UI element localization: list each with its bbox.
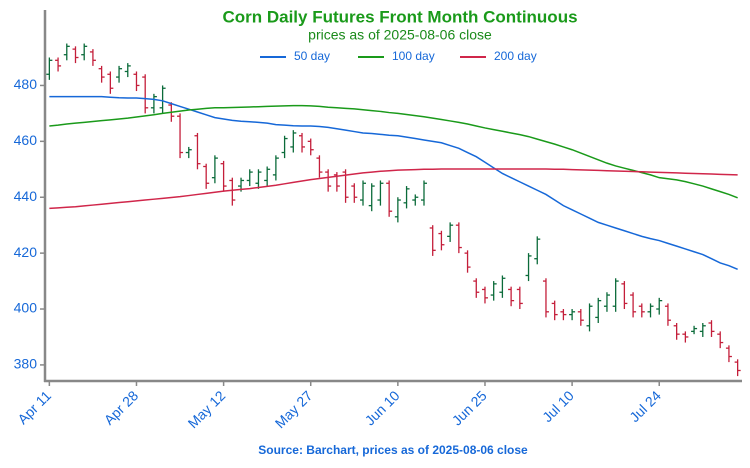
- source-note: Source: Barchart, prices as of 2025-08-0…: [258, 443, 528, 457]
- legend-label: 50 day: [294, 49, 330, 63]
- x-tick-label: May 27: [272, 387, 316, 431]
- x-tick-label: Apr 28: [101, 387, 142, 428]
- moving-average-line: [49, 104, 738, 199]
- moving-average-line: [49, 95, 738, 271]
- legend-label: 100 day: [392, 49, 435, 63]
- y-tick-label: 380: [14, 356, 38, 372]
- y-tick-label: 460: [14, 132, 38, 148]
- x-tick-label: Jun 10: [362, 387, 403, 428]
- moving-average-line: [49, 168, 738, 210]
- chart-title: Corn Daily Futures Front Month Continuou…: [222, 7, 577, 26]
- x-tick-label: Jun 25: [449, 387, 490, 428]
- x-tick-label: Jul 10: [539, 387, 577, 425]
- chart-subtitle: prices as of 2025-08-06 close: [308, 27, 492, 43]
- y-tick-label: 400: [14, 300, 38, 316]
- x-tick-label: Apr 11: [14, 387, 54, 427]
- x-tick-label: Jul 24: [626, 387, 664, 425]
- x-tick-label: May 12: [185, 387, 229, 431]
- y-tick-label: 480: [14, 76, 38, 92]
- y-tick-label: 440: [14, 188, 38, 204]
- y-tick-label: 420: [14, 244, 38, 260]
- legend-label: 200 day: [494, 49, 537, 63]
